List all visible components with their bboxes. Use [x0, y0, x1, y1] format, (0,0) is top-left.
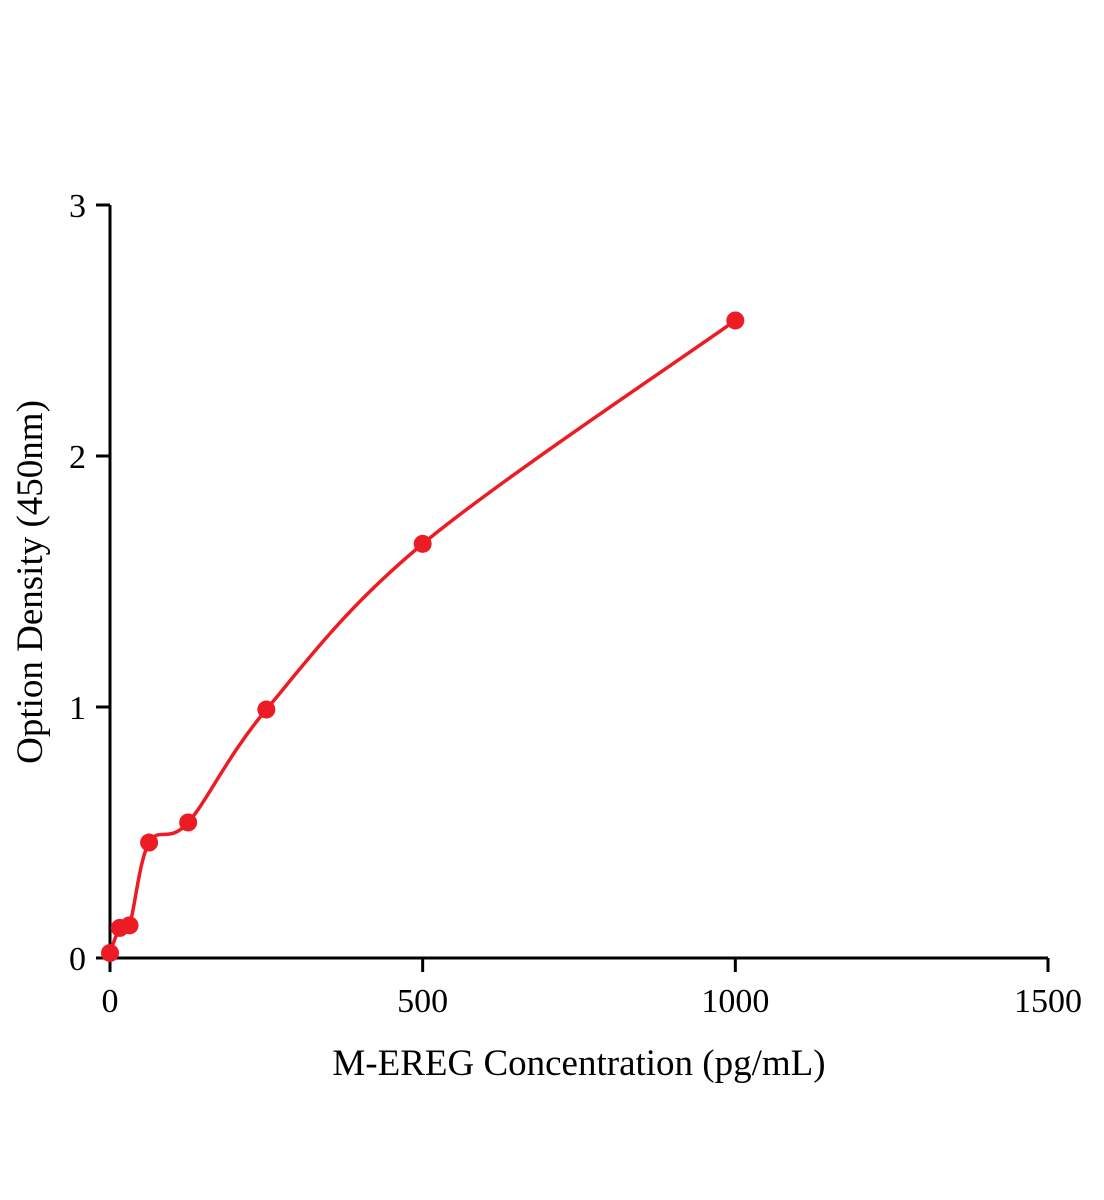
y-tick-label: 3	[69, 188, 86, 225]
data-point	[101, 943, 119, 962]
x-tick-label: 500	[397, 983, 448, 1020]
x-axis-label: M-EREG Concentration (pg/mL)	[332, 1043, 825, 1084]
data-point	[179, 813, 198, 832]
data-point	[120, 916, 139, 935]
x-tick-label: 1000	[701, 983, 769, 1020]
x-tick-label: 0	[102, 983, 119, 1020]
data-point	[413, 534, 432, 553]
y-tick-label: 0	[69, 941, 86, 978]
plot-area: 0 500 1000 1500 0 1 2 3	[69, 188, 1082, 1020]
y-axis-label: Option Density (450nm)	[10, 400, 51, 764]
y-tick-label: 1	[69, 690, 86, 727]
data-point	[726, 311, 745, 330]
fit-curve	[108, 318, 738, 955]
y-tick-label: 2	[69, 439, 86, 476]
axes	[108, 205, 1048, 960]
data-point	[140, 833, 159, 852]
data-point	[257, 700, 276, 719]
x-tick-label: 1500	[1014, 983, 1082, 1020]
